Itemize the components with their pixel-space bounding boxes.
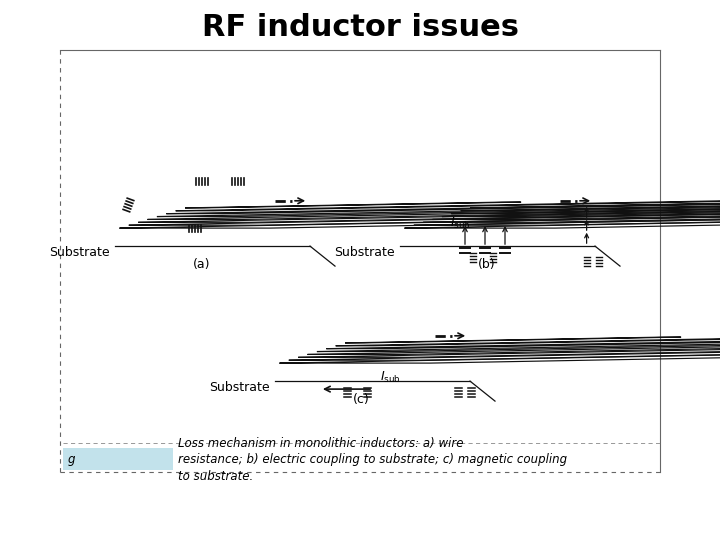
Text: Substrate: Substrate	[210, 381, 270, 394]
Text: g: g	[68, 454, 76, 467]
Text: Loss mechanism in monolithic inductors: a) wire
resistance; b) electric coupling: Loss mechanism in monolithic inductors: …	[178, 436, 567, 483]
Text: $I_{\mathrm{sub}}$: $I_{\mathrm{sub}}$	[380, 370, 401, 385]
Text: RF inductor issues: RF inductor issues	[202, 14, 518, 43]
Text: (a): (a)	[193, 258, 210, 271]
Bar	[63, 448, 173, 470]
Text: $I_{\mathrm{sub}}$: $I_{\mathrm{sub}}$	[450, 216, 471, 231]
Text: (c): (c)	[354, 393, 370, 406]
Text: Substrate: Substrate	[334, 246, 395, 259]
Text: (b): (b)	[478, 258, 495, 271]
Text: Substrate: Substrate	[50, 246, 110, 259]
